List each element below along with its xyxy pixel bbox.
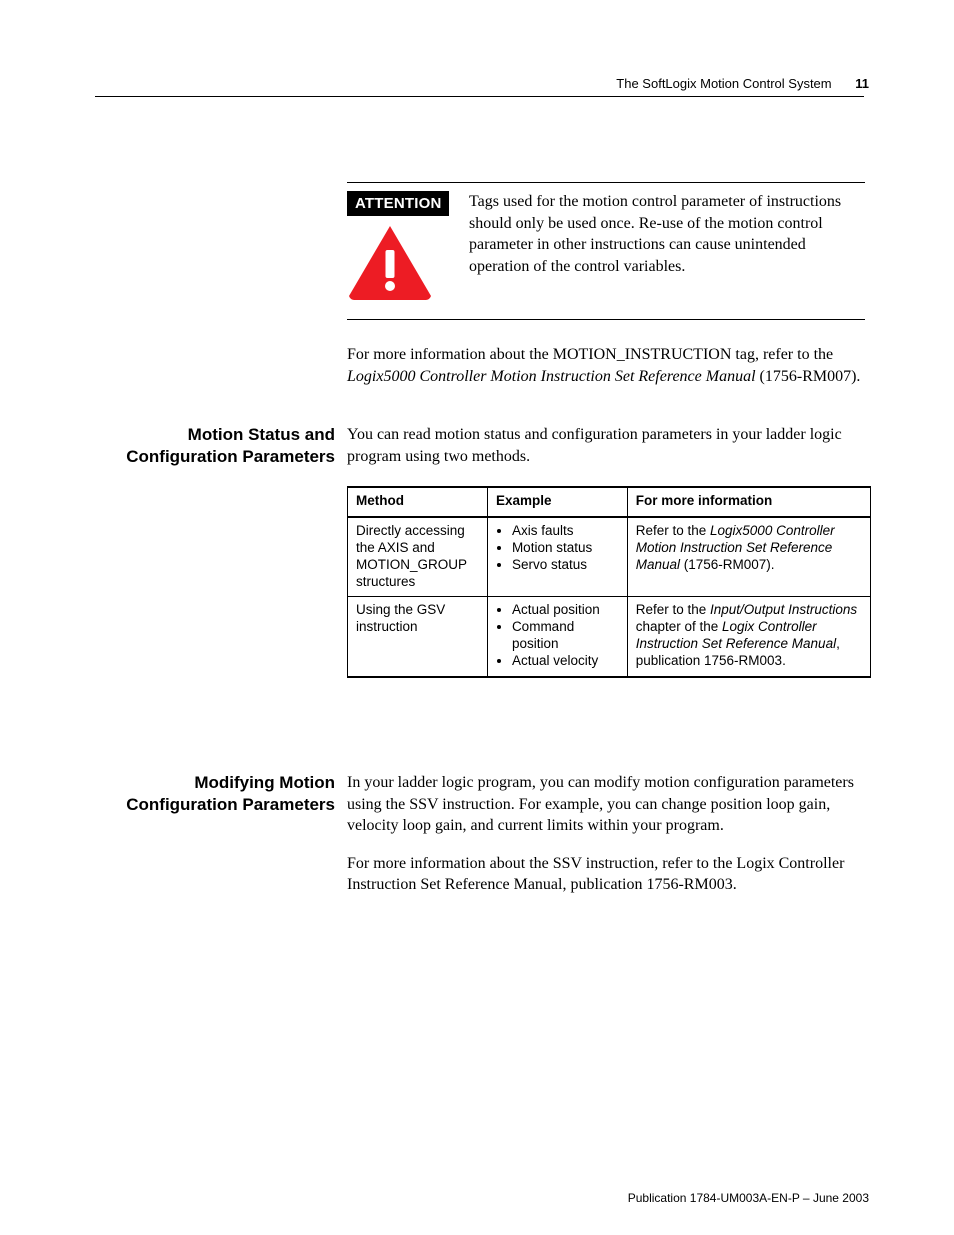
page-footer: Publication 1784-UM003A-EN-P – June 2003	[628, 1191, 869, 1205]
col-method: Method	[348, 487, 488, 517]
list-item: Motion status	[512, 540, 619, 557]
attention-label: ATTENTION	[347, 191, 449, 216]
section-motion-status: Motion Status and Configuration Paramete…	[95, 424, 865, 468]
col-info: For more information	[627, 487, 870, 517]
list-item: Axis faults	[512, 523, 619, 540]
list-item: Actual position	[512, 602, 619, 619]
modify-p2: For more information about the SSV instr…	[347, 853, 865, 896]
table-header-row: Method Example For more information	[348, 487, 871, 517]
info-italic-1a: Input/Output Instructions	[710, 602, 857, 617]
section-modify-config: Modifying Motion Configuration Parameter…	[95, 772, 865, 912]
section-body-status: You can read motion status and configura…	[347, 424, 865, 468]
page-header: The SoftLogix Motion Control System 11	[616, 76, 869, 91]
attention-text: Tags used for the motion control paramet…	[455, 191, 865, 305]
info-pre-1: Refer to the	[636, 602, 710, 617]
methods-table: Method Example For more information Dire…	[347, 486, 871, 678]
list-item: Command position	[512, 619, 619, 653]
header-rule	[95, 96, 864, 97]
cell-example-0: Axis faults Motion status Servo status	[487, 517, 627, 597]
table-row: Using the GSV instruction Actual positio…	[348, 597, 871, 677]
para-tail: (1756-RM007).	[756, 368, 861, 385]
post-attention-paragraph: For more information about the MOTION_IN…	[347, 344, 867, 387]
para-manual-title: Logix5000 Controller Motion Instruction …	[347, 368, 756, 385]
attention-block: ATTENTION Tags used for the motion contr…	[347, 182, 865, 320]
cell-method-1: Using the GSV instruction	[348, 597, 488, 677]
section-heading-modify: Modifying Motion Configuration Parameter…	[95, 772, 347, 912]
para-lead: For more information about the MOTION_IN…	[347, 346, 833, 363]
methods-table-wrap: Method Example For more information Dire…	[347, 486, 871, 678]
section-body-modify: In your ladder logic program, you can mo…	[347, 772, 865, 912]
table-row: Directly accessing the AXIS and MOTION_G…	[348, 517, 871, 597]
document-page: The SoftLogix Motion Control System 11 A…	[0, 0, 954, 1235]
info-pre-0: Refer to the	[636, 523, 710, 538]
modify-p1: In your ladder logic program, you can mo…	[347, 772, 865, 837]
info-mid-1: chapter of the	[636, 619, 722, 634]
warning-triangle-icon	[347, 224, 455, 305]
section-heading-status: Motion Status and Configuration Paramete…	[95, 424, 347, 468]
info-post-0: (1756-RM007).	[680, 557, 775, 572]
page-number: 11	[855, 76, 869, 91]
attention-left-col: ATTENTION	[347, 191, 455, 305]
cell-info-0: Refer to the Logix5000 Controller Motion…	[627, 517, 870, 597]
list-item: Servo status	[512, 557, 619, 574]
cell-example-1: Actual position Command position Actual …	[487, 597, 627, 677]
cell-info-1: Refer to the Input/Output Instructions c…	[627, 597, 870, 677]
chapter-title: The SoftLogix Motion Control System	[616, 76, 831, 91]
list-item: Actual velocity	[512, 653, 619, 670]
cell-method-0: Directly accessing the AXIS and MOTION_G…	[348, 517, 488, 597]
col-example: Example	[487, 487, 627, 517]
